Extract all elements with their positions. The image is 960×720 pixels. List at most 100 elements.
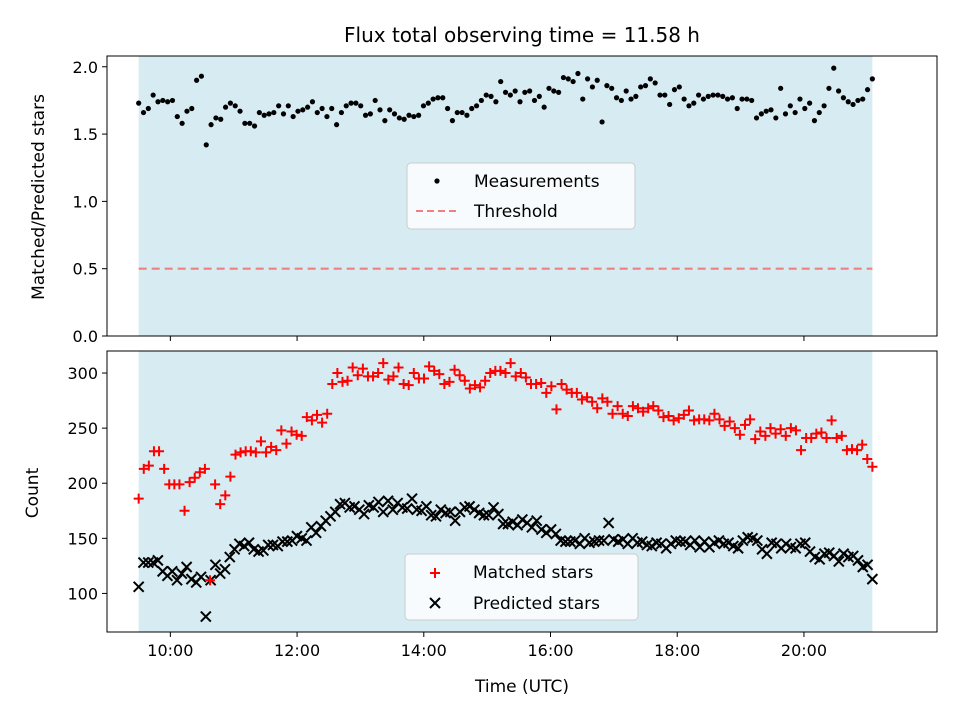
- matched-star-point: [806, 433, 817, 444]
- measurement-point: [232, 103, 238, 109]
- legend-label-threshold: Threshold: [473, 202, 558, 222]
- matched-star-point: [368, 371, 379, 382]
- matched-star-point: [495, 365, 506, 376]
- measurement-point: [642, 83, 649, 89]
- matched-star-point: [811, 428, 822, 439]
- measurement-point: [203, 142, 209, 148]
- measurement-point: [811, 118, 818, 124]
- predicted-star-point: [478, 509, 490, 521]
- measurement-point: [276, 103, 282, 109]
- matched-star-point: [480, 375, 491, 386]
- measurement-point: [179, 120, 185, 126]
- measurement-point: [816, 109, 822, 116]
- measurement-point: [396, 115, 402, 121]
- matched-star-point: [449, 364, 460, 375]
- x-tick-label: 20:00: [781, 641, 827, 660]
- matched-star-point: [729, 423, 740, 434]
- matched-star-point: [199, 463, 210, 474]
- y-tick-label: 250: [67, 419, 98, 438]
- predicted-star-point: [463, 500, 476, 513]
- matched-star-point: [760, 430, 771, 441]
- predicted-star-point: [507, 516, 519, 528]
- measurement-point: [696, 92, 702, 98]
- x-tick-label: 18:00: [654, 641, 700, 660]
- predicted-star-point: [526, 521, 538, 534]
- matched-star-point: [174, 479, 185, 490]
- predicted-star-point: [737, 534, 749, 547]
- matched-star-point: [347, 362, 358, 373]
- measurement-point: [792, 109, 798, 116]
- measurement-point: [570, 78, 576, 85]
- measurement-point: [787, 103, 793, 109]
- predicted-star-point: [535, 523, 548, 536]
- matched-star-point: [592, 403, 603, 414]
- measurement-point: [194, 77, 200, 83]
- count-y-axis-label: Count: [23, 467, 43, 518]
- matched-star-point: [500, 368, 511, 379]
- predicted-star-point: [372, 496, 385, 508]
- matched-star-point: [734, 429, 745, 440]
- predicted-star-point: [276, 535, 289, 548]
- matched-star-point: [510, 371, 521, 382]
- measurement-point: [536, 93, 542, 99]
- matched-star-point: [515, 368, 526, 379]
- measurement-point: [169, 97, 176, 104]
- matched-star-point: [857, 439, 868, 450]
- ratio-x-ticks: [169, 336, 805, 341]
- legend-label-matched: Matched stars: [473, 563, 593, 583]
- matched-star-point: [143, 460, 154, 471]
- matched-star-point: [541, 387, 552, 398]
- y-tick-label: 300: [67, 364, 98, 383]
- measurement-point: [826, 85, 832, 91]
- matched-star-point: [322, 408, 333, 419]
- predicted-star-point: [550, 528, 562, 540]
- matched-star-point: [536, 377, 547, 388]
- matched-star-point: [424, 361, 435, 372]
- matched-star-point: [765, 423, 776, 434]
- measurement-point: [242, 120, 248, 126]
- matched-star-point: [612, 401, 623, 412]
- matched-star-point: [276, 425, 287, 436]
- predicted-star-point: [516, 513, 529, 526]
- predicted-star-point: [646, 540, 658, 552]
- measurement-point: [758, 111, 764, 117]
- predicted-star-point: [300, 534, 313, 547]
- x-tick-label: 14:00: [401, 641, 447, 660]
- predicted-star-point: [430, 510, 442, 523]
- measurement-point: [763, 108, 769, 114]
- measurement-point: [271, 109, 277, 116]
- measurement-point: [464, 112, 470, 118]
- matched-star-point: [561, 384, 572, 395]
- measurement-point: [473, 103, 480, 109]
- matched-star-point: [668, 415, 679, 426]
- measurement-point: [609, 85, 615, 91]
- predicted-star-point: [166, 565, 178, 578]
- predicted-star-point: [492, 508, 505, 520]
- matched-star-point: [790, 425, 801, 436]
- measurement-point: [527, 88, 533, 94]
- matched-star-point: [245, 446, 256, 457]
- measurement-point: [478, 97, 484, 104]
- matched-star-point: [852, 445, 863, 456]
- matched-star-point: [683, 405, 694, 416]
- measurement-point: [700, 96, 707, 102]
- measurement-point: [454, 109, 460, 116]
- matched-star-point: [632, 403, 643, 414]
- measurement-point: [488, 93, 494, 99]
- predicted-star-point: [137, 556, 150, 569]
- predicted-star-point: [866, 573, 879, 585]
- measurement-point: [845, 99, 851, 105]
- measurement-point: [807, 100, 813, 106]
- matched-star-point: [785, 423, 796, 434]
- measurement-point: [821, 103, 827, 109]
- measurement-point: [440, 95, 446, 101]
- matched-star-point: [220, 490, 231, 501]
- measurement-point: [459, 109, 465, 116]
- measurement-point: [734, 105, 740, 112]
- predicted-star-point: [799, 537, 811, 549]
- ratio-legend-box: [406, 162, 636, 230]
- matched-star-point: [154, 446, 165, 457]
- y-tick-label: 100: [67, 584, 98, 603]
- measurement-point: [773, 115, 779, 121]
